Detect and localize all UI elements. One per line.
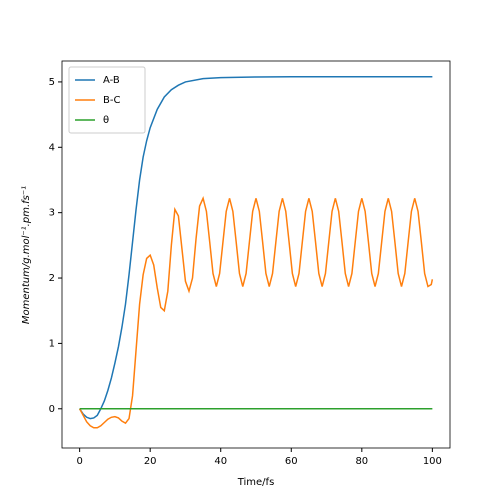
x-tick-label: 20 bbox=[144, 456, 157, 467]
legend-label: θ bbox=[103, 115, 109, 126]
x-tick-label: 40 bbox=[214, 456, 227, 467]
x-tick-label: 100 bbox=[423, 456, 442, 467]
y-tick-label: 0 bbox=[49, 404, 55, 415]
y-tick-label: 3 bbox=[49, 208, 55, 219]
y-tick-label: 1 bbox=[49, 338, 55, 349]
y-tick-label: 2 bbox=[49, 273, 55, 284]
legend-box bbox=[68, 66, 146, 134]
legend-label: A-B bbox=[103, 75, 120, 86]
series-line bbox=[79, 75, 433, 420]
y-axis-label: Momentum/g.mol⁻¹.pm.fs⁻¹ bbox=[21, 186, 32, 324]
y-tick-label: 4 bbox=[49, 142, 55, 153]
series-line bbox=[78, 196, 434, 429]
plot-frame bbox=[61, 60, 451, 449]
x-axis-label: Time/fs bbox=[237, 477, 275, 488]
x-tick-label: 0 bbox=[76, 456, 82, 467]
y-tick-label: 5 bbox=[49, 77, 55, 88]
x-tick-label: 60 bbox=[285, 456, 298, 467]
x-tick-label: 80 bbox=[355, 456, 368, 467]
legend-label: B-C bbox=[103, 95, 120, 106]
